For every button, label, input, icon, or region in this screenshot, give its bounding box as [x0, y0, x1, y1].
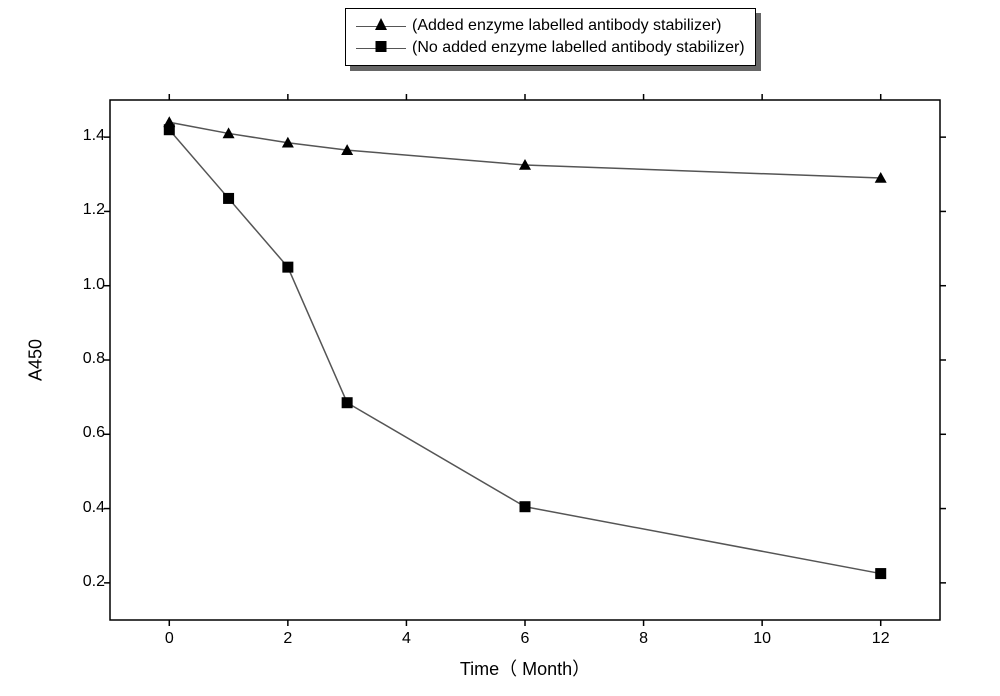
x-tick-label: 4: [391, 630, 421, 648]
x-tick-label: 6: [510, 630, 540, 648]
y-tick-label: 1.0: [65, 276, 105, 294]
y-tick-label: 0.6: [65, 424, 105, 442]
legend-item: (Added enzyme labelled antibody stabiliz…: [356, 15, 745, 37]
x-tick-label: 2: [273, 630, 303, 648]
legend: (Added enzyme labelled antibody stabiliz…: [345, 8, 756, 66]
legend-label: (Added enzyme labelled antibody stabiliz…: [412, 17, 722, 35]
y-tick-label: 0.2: [65, 573, 105, 591]
x-tick-label: 12: [866, 630, 896, 648]
y-tick-label: 1.2: [65, 201, 105, 219]
x-tick-label: 0: [154, 630, 184, 648]
y-axis-label: A450: [26, 339, 47, 381]
y-tick-label: 1.4: [65, 127, 105, 145]
legend-label: (No added enzyme labelled antibody stabi…: [412, 39, 745, 57]
x-tick-label: 10: [747, 630, 777, 648]
y-tick-label: 0.4: [65, 499, 105, 517]
x-tick-label: 8: [629, 630, 659, 648]
x-axis-label: Time（ Month）: [110, 655, 940, 681]
triangle-marker-icon: [375, 17, 387, 35]
square-marker-icon: [376, 39, 387, 57]
y-tick-label: 0.8: [65, 350, 105, 368]
legend-item: (No added enzyme labelled antibody stabi…: [356, 37, 745, 59]
